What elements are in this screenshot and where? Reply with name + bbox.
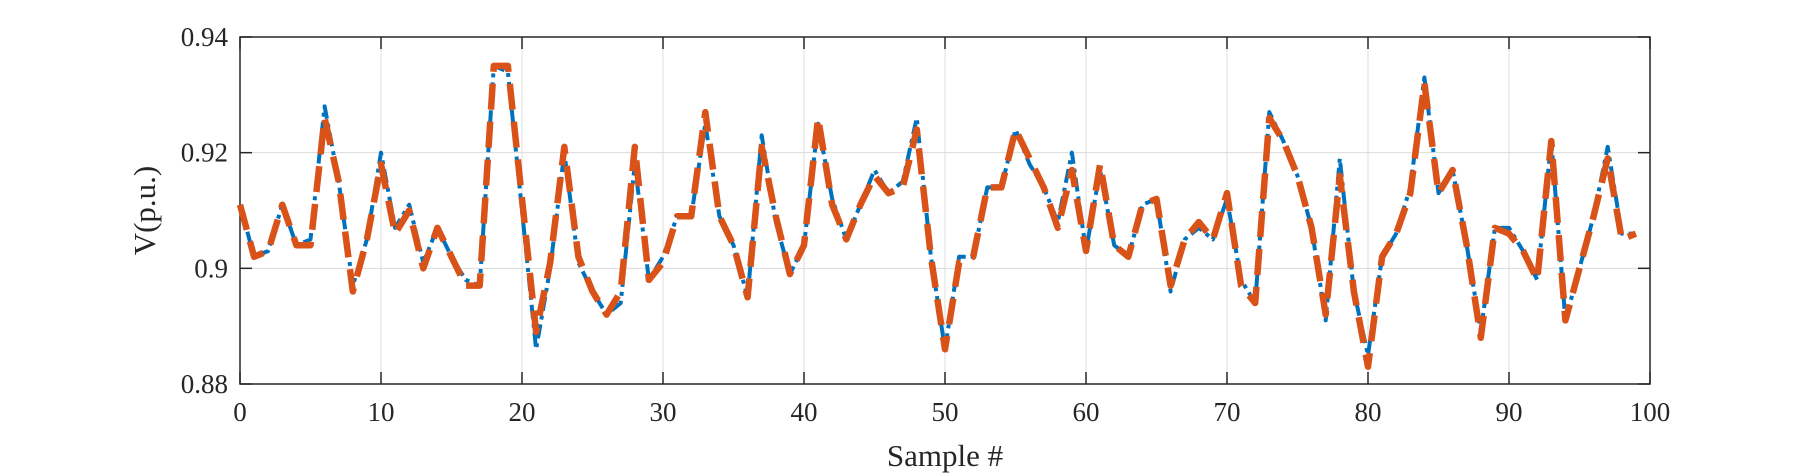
series-lines (236, 62, 1638, 370)
x-tick-label: 100 (1630, 397, 1671, 427)
grid (239, 36, 1651, 385)
y-tick-label: 0.9 (194, 253, 228, 283)
y-tick-label: 0.88 (181, 369, 228, 399)
tick-labels: 0 10 20 30 40 50 60 70 80 90 100 0.88 0.9 0.92 0.94 (181, 22, 1671, 427)
x-tick-label: 60 (1073, 397, 1100, 427)
x-tick-label: 80 (1355, 397, 1382, 427)
x-tick-label: 40 (791, 397, 818, 427)
x-tick-label: 0 (233, 397, 247, 427)
y-axis-label: V(p.u.) (127, 166, 162, 256)
y-tick-label: 0.92 (181, 138, 228, 168)
series-line-2 (236, 62, 1638, 370)
y-tick-label: 0.94 (181, 22, 229, 52)
x-axis-label: Sample # (887, 438, 1003, 473)
x-tick-label: 30 (650, 397, 677, 427)
x-tick-label: 70 (1214, 397, 1241, 427)
x-tick-label: 20 (509, 397, 536, 427)
x-tick-label: 10 (368, 397, 395, 427)
axis-ticks (239, 36, 1651, 385)
x-tick-label: 90 (1496, 397, 1523, 427)
x-tick-label: 50 (932, 397, 959, 427)
